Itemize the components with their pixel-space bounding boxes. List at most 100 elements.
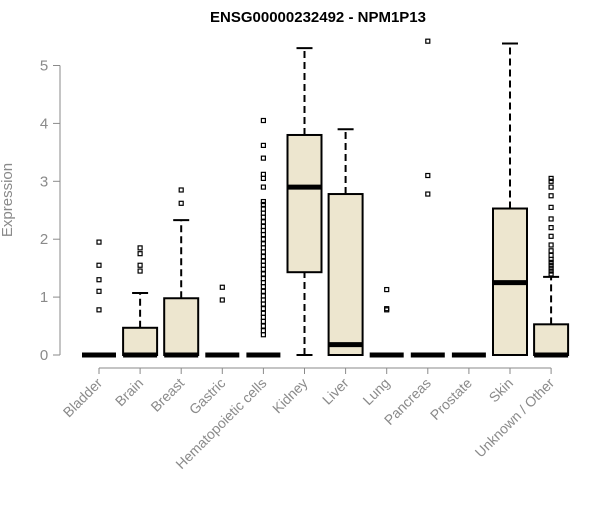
outlier-point	[260, 142, 266, 149]
outlier-point	[384, 286, 390, 293]
outlier-point	[548, 184, 554, 190]
outlier-point	[260, 275, 266, 282]
outlier-point	[425, 172, 431, 179]
y-tick-label: 4	[40, 115, 48, 132]
outlier-point	[260, 198, 266, 205]
box-iqr	[533, 323, 570, 356]
y-tick-label: 1	[40, 289, 48, 306]
outlier-point	[260, 249, 266, 255]
box-liver	[327, 128, 364, 356]
box-gastric	[205, 284, 240, 358]
outlier-point	[96, 307, 102, 313]
outlier-point	[260, 293, 266, 299]
outlier-point	[548, 193, 554, 199]
box-hematopoietic-cells	[246, 117, 281, 358]
outlier-point	[260, 262, 266, 268]
outlier-point	[260, 271, 266, 277]
outlier-point	[425, 38, 431, 44]
outlier-point	[260, 223, 266, 230]
outlier-point	[260, 155, 266, 161]
y-axis-label: Expression	[0, 163, 16, 237]
box-bladder	[82, 239, 116, 358]
outlier-point	[260, 214, 266, 220]
outlier-point	[260, 328, 266, 334]
outlier-point	[548, 178, 554, 184]
outlier-point	[260, 210, 266, 216]
outlier-point	[548, 175, 554, 182]
box-skin	[492, 42, 528, 356]
outlier-point	[260, 323, 266, 329]
outlier-point	[548, 262, 554, 268]
outlier-point	[548, 233, 554, 239]
x-tick-label: Kidney	[269, 375, 311, 417]
outlier-point	[548, 259, 554, 265]
outlier-point	[260, 306, 266, 312]
outlier-point	[260, 241, 266, 247]
box-series	[82, 38, 570, 358]
box-unknown-other	[533, 175, 570, 358]
outlier-point	[260, 297, 266, 303]
outlier-point	[178, 200, 184, 206]
box-iqr	[286, 133, 323, 274]
outlier-point	[425, 191, 431, 197]
outlier-point	[260, 175, 266, 182]
outlier-point	[548, 248, 554, 254]
x-tick-label: Prostate	[427, 375, 475, 423]
x-tick-label: Liver	[319, 375, 352, 408]
outlier-point	[260, 231, 266, 238]
box-iqr	[122, 326, 159, 356]
outlier-point	[260, 171, 266, 177]
box-brain	[122, 245, 159, 358]
outlier-point	[260, 332, 266, 338]
outlier-point	[260, 284, 266, 290]
box-breast	[163, 187, 200, 358]
outlier-point	[548, 225, 554, 231]
outlier-point	[260, 288, 266, 294]
outlier-point	[548, 268, 554, 274]
outlier-point	[260, 206, 266, 212]
outlier-point	[96, 239, 102, 245]
x-tick-label: Breast	[147, 375, 187, 415]
outlier-point	[260, 318, 266, 325]
box-iqr	[163, 297, 200, 356]
outlier-point	[96, 262, 102, 268]
box-kidney	[286, 47, 323, 356]
outlier-point	[260, 219, 266, 225]
outlier-point	[548, 252, 554, 259]
y-tick-label: 5	[40, 58, 48, 75]
outlier-point	[96, 288, 102, 294]
outlier-point	[137, 262, 143, 268]
y-tick-label: 3	[40, 173, 48, 190]
outlier-point	[260, 184, 266, 190]
outlier-point	[548, 265, 554, 271]
outlier-point	[178, 187, 184, 193]
outlier-point	[137, 268, 143, 274]
outlier-point	[219, 297, 225, 303]
outlier-point	[260, 201, 266, 208]
outlier-point	[548, 216, 554, 222]
x-tick-label: Bladder	[60, 375, 106, 421]
outlier-point	[260, 245, 266, 251]
x-tick-label: Skin	[486, 375, 517, 406]
outlier-point	[219, 284, 225, 290]
outlier-point	[260, 280, 266, 286]
box-pancreas	[410, 38, 445, 358]
y-tick-label: 0	[40, 347, 48, 364]
y-tick-label: 2	[40, 231, 48, 248]
outlier-point	[260, 117, 266, 124]
outlier-point	[548, 271, 554, 277]
outlier-point	[260, 236, 266, 242]
outlier-point	[96, 277, 102, 283]
outlier-point	[260, 314, 266, 320]
outlier-point	[548, 204, 554, 210]
outlier-point	[260, 301, 266, 307]
outlier-point	[137, 245, 143, 251]
outlier-point	[260, 266, 266, 272]
outlier-point	[260, 253, 266, 260]
x-tick-label: Brain	[112, 375, 146, 409]
outlier-point	[548, 242, 554, 248]
outlier-point	[260, 258, 266, 264]
